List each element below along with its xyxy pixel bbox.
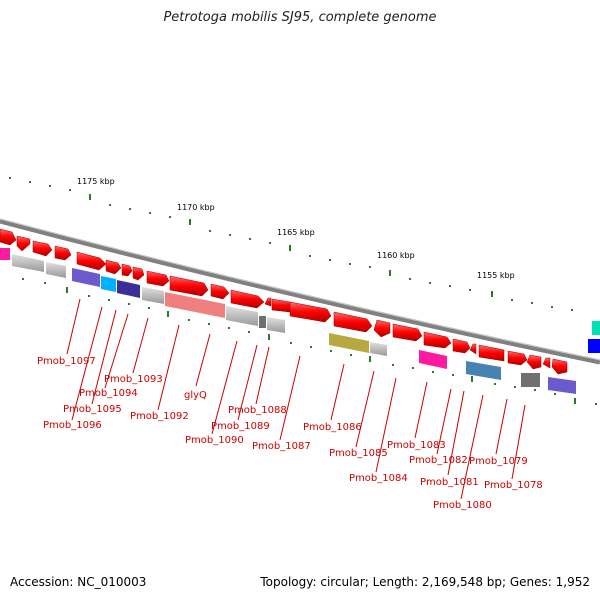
gene-box <box>117 280 140 298</box>
gene-box <box>329 333 369 353</box>
gene-label: Pmob_1083 <box>387 440 446 451</box>
gene-box <box>0 248 10 260</box>
gene-arrow <box>478 344 505 362</box>
genome-backbone-highlight <box>0 218 600 361</box>
gene-label: Pmob_1079 <box>469 456 528 467</box>
gene-label: Pmob_1087 <box>252 441 311 452</box>
gene-box <box>267 317 285 333</box>
gene-arrow <box>289 301 332 323</box>
gene-label: Pmob_1080 <box>433 500 492 511</box>
gene-arrow <box>469 343 477 355</box>
upper-ticks <box>9 177 573 311</box>
gene-arrow <box>452 338 471 354</box>
gene-arrow <box>16 235 31 252</box>
gene-box <box>548 377 576 394</box>
gene-arrow <box>373 319 391 338</box>
gene-label: Pmob_1085 <box>329 448 388 459</box>
map-title: Petrotoga mobilis SJ95, complete genome <box>163 10 437 25</box>
reverse-genes <box>0 248 600 394</box>
gene-box <box>101 276 116 292</box>
gene-box <box>419 350 447 369</box>
gene-label: Pmob_1078 <box>484 480 543 491</box>
gene-arrow <box>230 289 265 309</box>
scale-label-1165: 1165 kbp <box>277 228 315 237</box>
gene-arrow <box>169 275 209 297</box>
gene-box <box>226 306 258 326</box>
gene-box <box>370 342 387 356</box>
gene-label: Pmob_1088 <box>228 405 287 416</box>
gene-arrow <box>76 251 107 271</box>
gene-box <box>521 373 540 387</box>
gene-arrow <box>264 297 272 307</box>
gene-arrow <box>54 245 72 261</box>
gene-box <box>165 292 225 318</box>
gene-arrow <box>526 354 542 370</box>
gene-label: Pmob_1094 <box>79 388 138 399</box>
gene-label: Pmob_1095 <box>63 404 122 415</box>
genome-backbone <box>0 218 600 365</box>
gene-label: Pmob_1089 <box>211 421 270 432</box>
lower-ticks <box>22 278 597 405</box>
gene-arrow <box>542 357 551 369</box>
gene-arrow <box>210 283 230 300</box>
forward-genes <box>0 228 568 375</box>
gene-arrow <box>32 240 53 257</box>
label-leaders <box>66 298 526 500</box>
gene-arrow <box>146 270 170 287</box>
gene-label: Pmob_1082 <box>409 455 468 466</box>
gene-box <box>592 321 600 335</box>
scale-label-1160: 1160 kbp <box>377 251 415 260</box>
gene-box <box>142 287 164 304</box>
gene-box <box>12 254 44 272</box>
gene-arrow <box>507 350 528 366</box>
gene-arrow <box>121 263 133 277</box>
gene-arrow <box>271 298 291 313</box>
genome-summary-text: Topology: circular; Length: 2,169,548 bp… <box>260 575 590 589</box>
gene-arrow <box>0 228 17 246</box>
gene-box <box>588 339 600 353</box>
scale-label-1155: 1155 kbp <box>477 271 515 280</box>
gene-arrow <box>333 311 373 333</box>
gene-arrow <box>105 259 122 275</box>
scale-label-1170: 1170 kbp <box>177 203 215 212</box>
gene-label: Pmob_1097 <box>37 356 96 367</box>
gene-label: Pmob_1092 <box>130 411 189 422</box>
gene-box <box>259 316 266 328</box>
gene-label: Pmob_1093 <box>104 374 163 385</box>
gene-arrow <box>132 266 145 281</box>
gene-label: Pmob_1090 <box>185 435 244 446</box>
gene-arrow <box>423 331 452 349</box>
gene-box <box>466 361 501 380</box>
scale-label-1175: 1175 kbp <box>77 177 115 186</box>
gene-arrow <box>551 358 568 375</box>
gene-label: Pmob_1081 <box>420 477 479 488</box>
gene-box <box>72 268 100 287</box>
gene-label: Pmob_1086 <box>303 422 362 433</box>
gene-box <box>46 262 66 278</box>
gene-arrow <box>392 323 423 342</box>
gene-label: Pmob_1096 <box>43 420 102 431</box>
gene-label: Pmob_1084 <box>349 473 408 484</box>
accession-text: Accession: NC_010003 <box>10 575 147 589</box>
gene-label: glyQ <box>184 390 207 401</box>
